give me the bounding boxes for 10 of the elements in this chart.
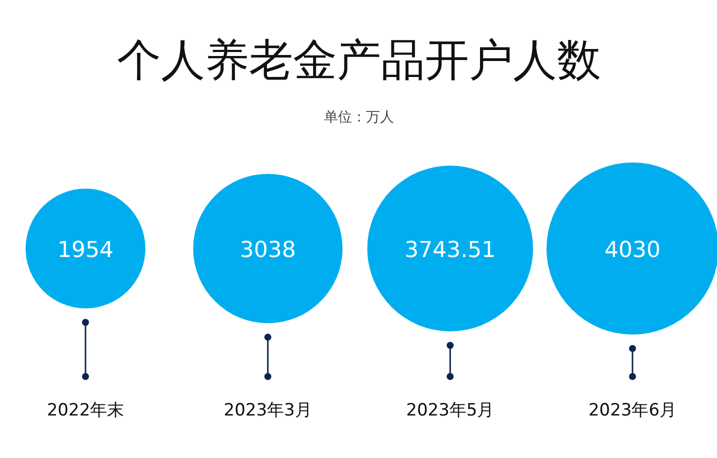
category-label: 2022年末	[46, 400, 124, 420]
data-label: 1954	[58, 238, 114, 263]
category-label: 2023年5月	[406, 400, 494, 420]
category-label: 2023年3月	[224, 400, 312, 420]
data-label: 4030	[604, 238, 661, 263]
data-label: 3038	[240, 238, 296, 263]
text: 单位：万人	[324, 110, 394, 126]
category-label: 2023年6月	[588, 400, 677, 420]
data-label: 3743.51	[404, 238, 496, 263]
text: 个人养老金产品开户人数	[117, 35, 601, 86]
